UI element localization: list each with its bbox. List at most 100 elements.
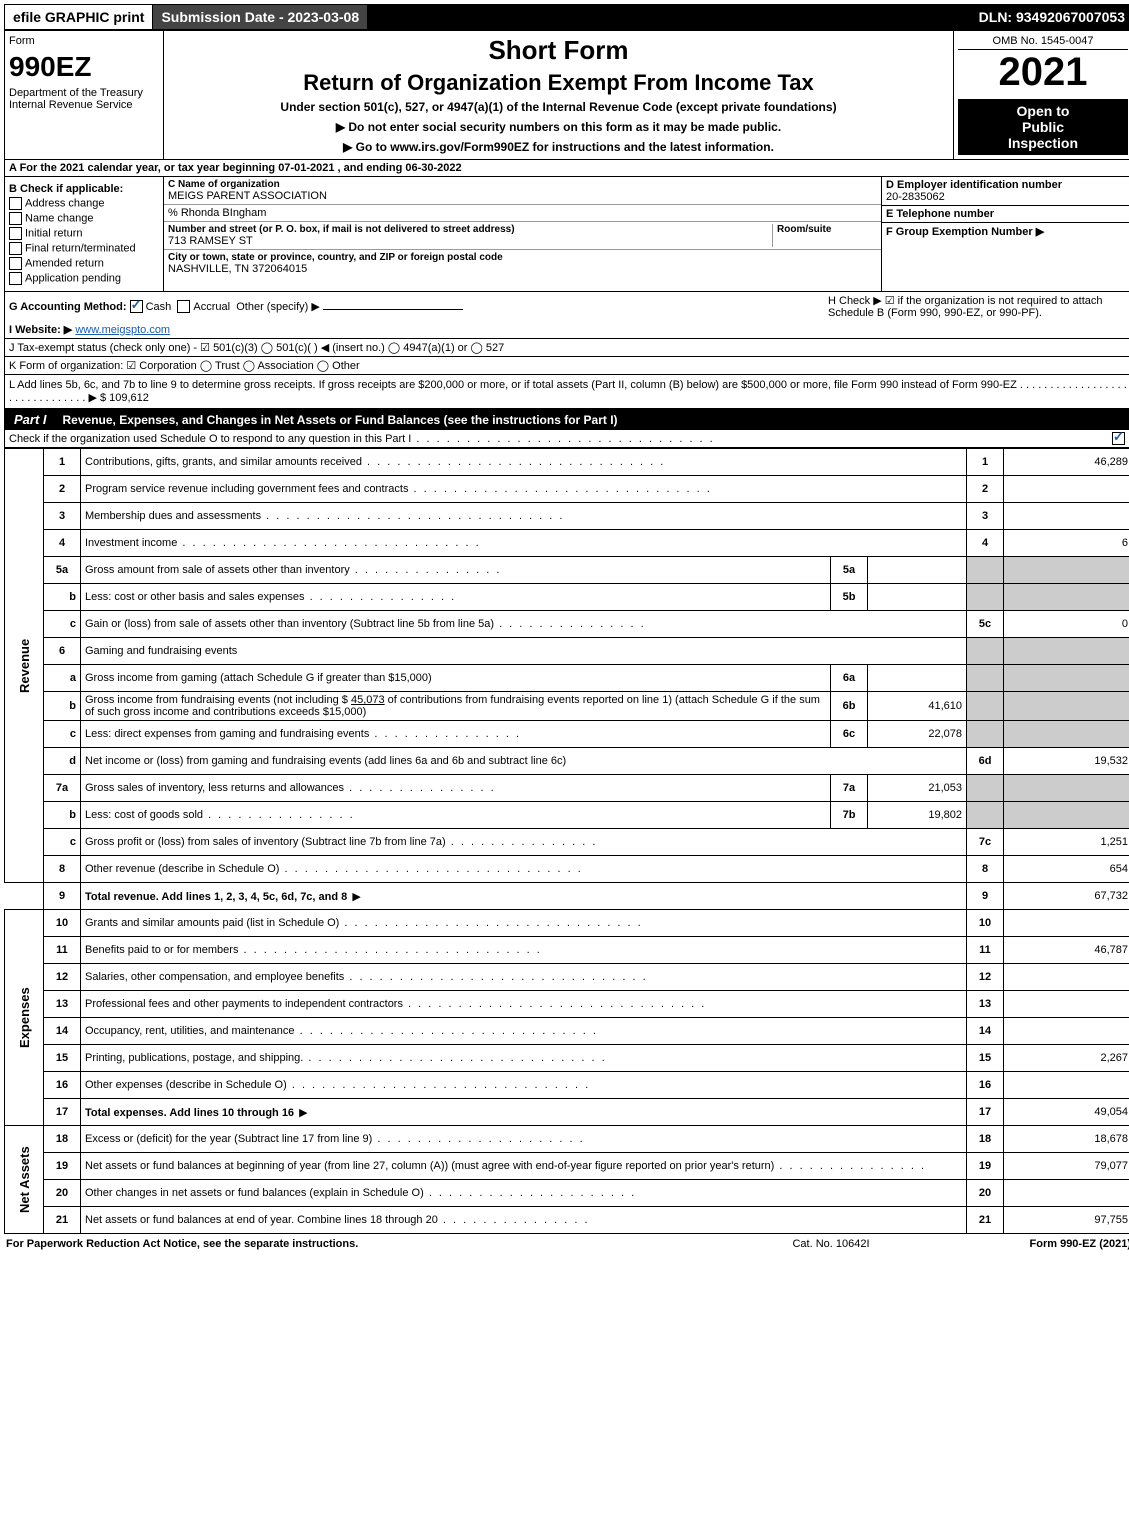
g-other: Other (specify) ▶ — [236, 301, 320, 313]
label-org-name: C Name of organization — [168, 179, 877, 190]
l1-col: 1 — [967, 449, 1004, 476]
l10-col: 10 — [967, 910, 1004, 937]
l6-num: 6 — [44, 638, 81, 665]
opt-address-change: Address change — [25, 197, 105, 209]
l20-val — [1004, 1180, 1129, 1207]
checkbox-final-return[interactable] — [9, 242, 22, 255]
l21-col: 21 — [967, 1207, 1004, 1234]
l7c-num: c — [44, 829, 81, 856]
l6b-num: b — [44, 692, 81, 721]
l1-desc: Contributions, gifts, grants, and simila… — [81, 449, 967, 476]
l19-desc: Net assets or fund balances at beginning… — [81, 1153, 967, 1180]
l18-val: 18,678 — [1004, 1126, 1129, 1153]
l2-col: 2 — [967, 476, 1004, 503]
box-de: D Employer identification number 20-2835… — [882, 177, 1129, 291]
g-cash: Cash — [146, 301, 172, 313]
l13-val — [1004, 991, 1129, 1018]
l14-num: 14 — [44, 1018, 81, 1045]
l10-num: 10 — [44, 910, 81, 937]
l6b-subval: 41,610 — [868, 692, 967, 721]
label-street: Number and street (or P. O. box, if mail… — [168, 224, 772, 235]
l7c-val: 1,251 — [1004, 829, 1129, 856]
checkbox-address-change[interactable] — [9, 197, 22, 210]
form-number: 990EZ — [9, 51, 159, 83]
l4-num: 4 — [44, 530, 81, 557]
box-c: C Name of organization MEIGS PARENT ASSO… — [164, 177, 882, 291]
l6c-shaded2 — [1004, 721, 1129, 748]
l5b-sub: 5b — [831, 584, 868, 611]
l12-col: 12 — [967, 964, 1004, 991]
l5c-val: 0 — [1004, 611, 1129, 638]
l6b-amount: 45,073 — [351, 694, 385, 706]
ein-value: 20-2835062 — [886, 191, 1128, 203]
g-accrual: Accrual — [193, 301, 230, 313]
l6d-num: d — [44, 748, 81, 775]
website-link[interactable]: www.meigspto.com — [75, 324, 170, 336]
opt-app-pending: Application pending — [25, 272, 121, 284]
l12-val — [1004, 964, 1129, 991]
l6d-val: 19,532 — [1004, 748, 1129, 775]
l4-col: 4 — [967, 530, 1004, 557]
l11-num: 11 — [44, 937, 81, 964]
l8-col: 8 — [967, 856, 1004, 883]
l7c-col: 7c — [967, 829, 1004, 856]
l7a-desc: Gross sales of inventory, less returns a… — [81, 775, 831, 802]
l12-desc: Salaries, other compensation, and employ… — [81, 964, 967, 991]
l6-shaded2 — [1004, 638, 1129, 665]
l21-num: 21 — [44, 1207, 81, 1234]
tax-year: 2021 — [958, 50, 1128, 95]
l14-desc: Occupancy, rent, utilities, and maintena… — [81, 1018, 967, 1045]
top-bar: efile GRAPHIC print Submission Date - 20… — [4, 4, 1129, 30]
part1-header: Part I Revenue, Expenses, and Changes in… — [4, 409, 1129, 430]
l2-val — [1004, 476, 1129, 503]
gk-area: G Accounting Method: Cash Accrual Other … — [4, 292, 1129, 375]
form-title-long: Return of Organization Exempt From Incom… — [168, 70, 949, 96]
l9-val: 67,732 — [1004, 883, 1129, 910]
checkbox-initial-return[interactable] — [9, 227, 22, 240]
l6a-num: a — [44, 665, 81, 692]
city-state-zip: NASHVILLE, TN 372064015 — [168, 263, 877, 275]
part1-tab: Part I — [4, 409, 57, 430]
checkbox-cash[interactable] — [130, 300, 143, 313]
checkbox-amended[interactable] — [9, 257, 22, 270]
l6b-pre: Gross income from fundraising events (no… — [85, 694, 351, 706]
l7b-num: b — [44, 802, 81, 829]
l5c-col: 5c — [967, 611, 1004, 638]
l17-desc-cell: Total expenses. Add lines 10 through 16 — [81, 1099, 967, 1126]
checkbox-app-pending[interactable] — [9, 272, 22, 285]
l6c-shaded — [967, 721, 1004, 748]
box-b-header: B Check if applicable: — [9, 183, 159, 195]
side-netassets: Net Assets — [5, 1126, 44, 1234]
l7b-desc: Less: cost of goods sold — [81, 802, 831, 829]
l6a-sub: 6a — [831, 665, 868, 692]
side-revenue: Revenue — [5, 449, 44, 883]
irs-label: Internal Revenue Service — [9, 99, 159, 111]
header-center: Short Form Return of Organization Exempt… — [164, 31, 954, 159]
l2-num: 2 — [44, 476, 81, 503]
line-k: K Form of organization: ☑ Corporation ◯ … — [9, 359, 1128, 372]
l17-num: 17 — [44, 1099, 81, 1126]
entity-info-block: B Check if applicable: Address change Na… — [4, 177, 1129, 292]
efile-print-label: efile GRAPHIC print — [4, 4, 153, 30]
line-i: I Website: ▶ www.meigspto.com — [9, 323, 1128, 336]
l19-val: 79,077 — [1004, 1153, 1129, 1180]
i-label: I Website: ▶ — [9, 324, 72, 336]
l11-col: 11 — [967, 937, 1004, 964]
open-to-public-box: Open to Public Inspection — [958, 99, 1128, 155]
l12-num: 12 — [44, 964, 81, 991]
dln-label: DLN: 93492067007053 — [971, 5, 1129, 29]
l15-desc: Printing, publications, postage, and shi… — [81, 1045, 967, 1072]
l8-num: 8 — [44, 856, 81, 883]
l5a-shaded2 — [1004, 557, 1129, 584]
l20-desc: Other changes in net assets or fund bala… — [81, 1180, 967, 1207]
checkbox-name-change[interactable] — [9, 212, 22, 225]
l9-num: 9 — [44, 883, 81, 910]
checkbox-accrual[interactable] — [177, 300, 190, 313]
l6a-subval — [868, 665, 967, 692]
l17-desc: Total expenses. Add lines 10 through 16 — [85, 1107, 294, 1119]
checkbox-schedule-o[interactable] — [1112, 432, 1125, 445]
l6a-shaded — [967, 665, 1004, 692]
l7b-sub: 7b — [831, 802, 868, 829]
l18-desc: Excess or (deficit) for the year (Subtra… — [81, 1126, 967, 1153]
l6a-shaded2 — [1004, 665, 1129, 692]
